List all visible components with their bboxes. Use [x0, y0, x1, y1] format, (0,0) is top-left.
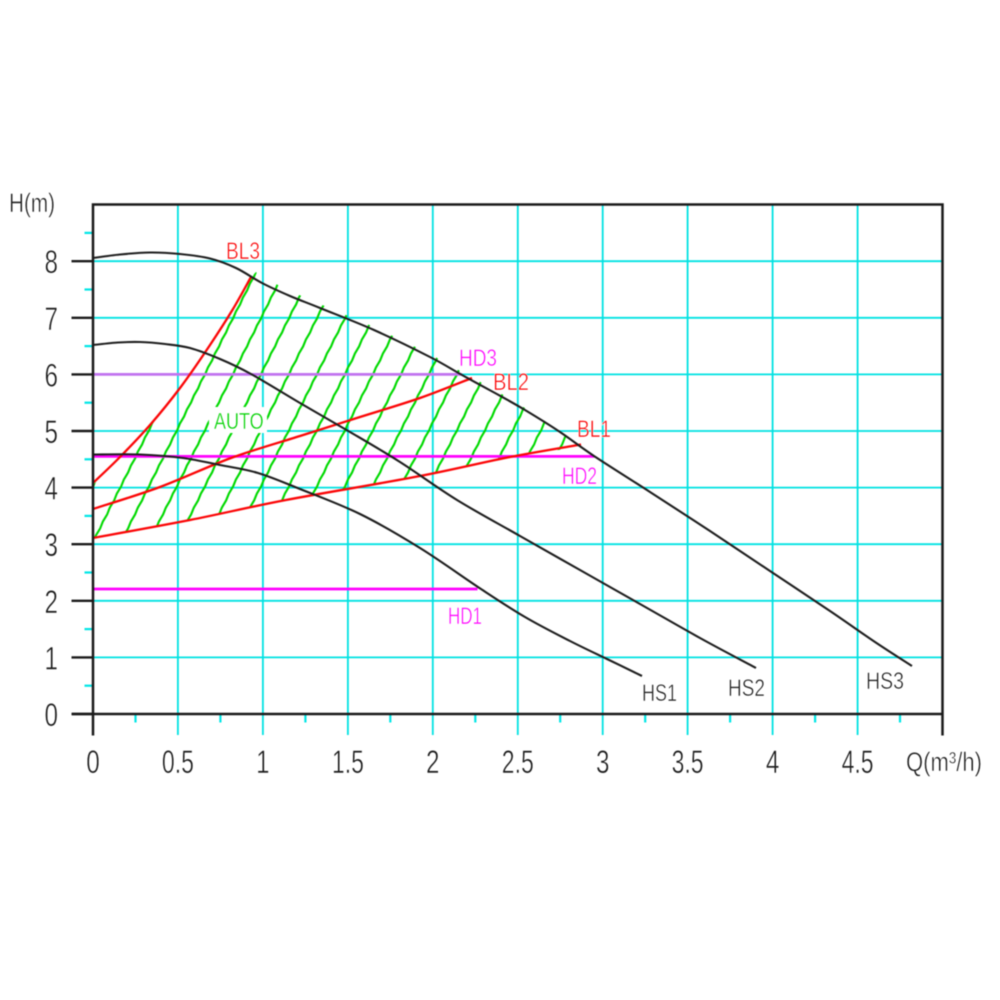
svg-text:6: 6: [44, 358, 58, 394]
svg-text:1: 1: [256, 745, 270, 781]
svg-text:7: 7: [44, 302, 58, 338]
svg-text:8: 8: [44, 245, 58, 281]
svg-text:HD2: HD2: [562, 463, 597, 489]
svg-text:HS3: HS3: [866, 667, 904, 694]
svg-text:2.5: 2.5: [502, 744, 534, 780]
svg-text:4: 4: [44, 471, 58, 507]
svg-text:Q(m³/h): Q(m³/h): [906, 748, 982, 778]
svg-text:1.5: 1.5: [332, 744, 364, 780]
svg-text:0.5: 0.5: [162, 744, 194, 780]
svg-text:BL3: BL3: [226, 237, 260, 265]
svg-text:3: 3: [596, 745, 610, 781]
svg-text:BL1: BL1: [577, 415, 611, 443]
svg-text:4.5: 4.5: [842, 744, 874, 780]
svg-text:HD3: HD3: [459, 344, 497, 372]
svg-text:HD1: HD1: [448, 603, 482, 630]
svg-text:5: 5: [44, 415, 58, 451]
svg-text:H(m): H(m): [9, 188, 55, 218]
svg-text:BL2: BL2: [493, 368, 529, 395]
svg-text:3.5: 3.5: [672, 744, 704, 780]
svg-text:3: 3: [44, 528, 58, 564]
svg-text:HS2: HS2: [728, 674, 765, 702]
svg-text:AUTO: AUTO: [214, 409, 264, 435]
svg-text:0: 0: [44, 698, 58, 734]
svg-text:HS1: HS1: [642, 681, 677, 707]
svg-text:4: 4: [766, 745, 780, 781]
svg-text:0: 0: [86, 745, 100, 781]
svg-text:1: 1: [44, 641, 58, 677]
svg-text:2: 2: [44, 585, 58, 621]
svg-text:2: 2: [426, 745, 440, 781]
